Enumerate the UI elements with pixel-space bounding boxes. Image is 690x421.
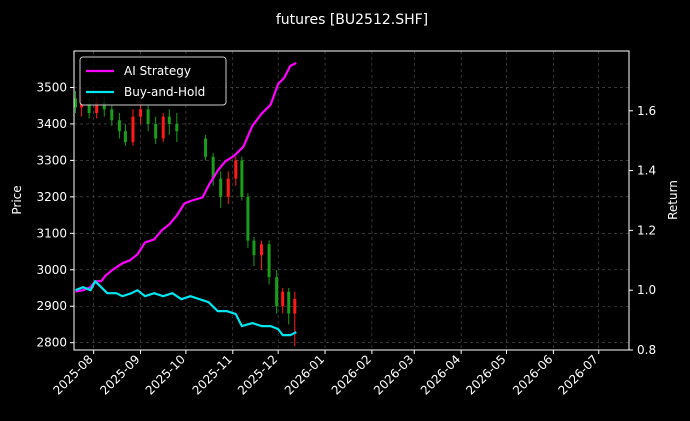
candle-body (246, 196, 250, 241)
candle-body (131, 116, 135, 143)
candle-body (287, 291, 291, 314)
y-axis-left: 2800 2900 3000 3100 3200 3300 3400 3500 (36, 80, 74, 350)
candle-body (161, 116, 165, 139)
candle-body (139, 109, 143, 117)
series-line-buy-and-hold (75, 280, 297, 337)
candle-body (110, 109, 114, 121)
candle-body (102, 102, 106, 110)
candle-body (293, 298, 297, 314)
candle-body (260, 244, 264, 256)
candle-body (80, 103, 84, 108)
series-line-ai-strategy (75, 62, 297, 293)
candle-body (240, 160, 244, 197)
candle-body (154, 123, 158, 139)
grid-layer (74, 51, 629, 350)
candle-body (252, 240, 256, 256)
legend: AI Strategy Buy-and-Hold (79, 56, 227, 106)
y-left-tick-label: 3300 (36, 153, 67, 167)
candle-layer (74, 91, 297, 347)
y-left-tick-label: 3100 (36, 226, 67, 240)
candle-body (175, 123, 179, 132)
y-axis-right: 0.8 1.0 1.2 1.4 1.6 (629, 104, 656, 357)
y-axis-left-title: Price (10, 185, 24, 214)
chart-title: futures [BU2512.SHF] (276, 12, 428, 28)
y-left-tick-label: 3000 (36, 263, 67, 277)
y-right-tick-label: 1.6 (637, 104, 656, 118)
candle-body (123, 131, 127, 143)
candle-body (275, 277, 279, 307)
candle-body (146, 109, 150, 124)
y-left-tick-label: 2900 (36, 299, 67, 313)
y-right-tick-label: 0.8 (637, 343, 656, 357)
y-right-tick-label: 1.0 (637, 283, 656, 297)
y-left-tick-label: 3500 (36, 80, 67, 94)
legend-label: AI Strategy (124, 64, 191, 78)
y-right-tick-label: 1.2 (637, 223, 656, 237)
candle-body (234, 160, 238, 179)
plot-frame (73, 50, 630, 351)
candle-body (226, 178, 230, 197)
y-right-tick-label: 1.4 (637, 164, 656, 178)
y-left-tick-label: 3400 (36, 117, 67, 131)
candle-body (204, 138, 208, 157)
candle-body (267, 244, 271, 278)
candle-body (95, 102, 99, 113)
candle-body (211, 156, 215, 179)
candle-body (167, 116, 171, 124)
candle-body (117, 120, 121, 132)
candle-body (74, 98, 78, 108)
y-left-tick-label: 3200 (36, 190, 67, 204)
legend-label: Buy-and-Hold (124, 85, 205, 99)
legend-box (79, 56, 227, 106)
candle-body (87, 103, 91, 113)
candle-body (281, 291, 285, 307)
y-axis-right-title: Return (666, 180, 680, 220)
candle-body (219, 178, 223, 197)
y-left-tick-label: 2800 (36, 336, 67, 350)
series-layer (75, 62, 297, 337)
